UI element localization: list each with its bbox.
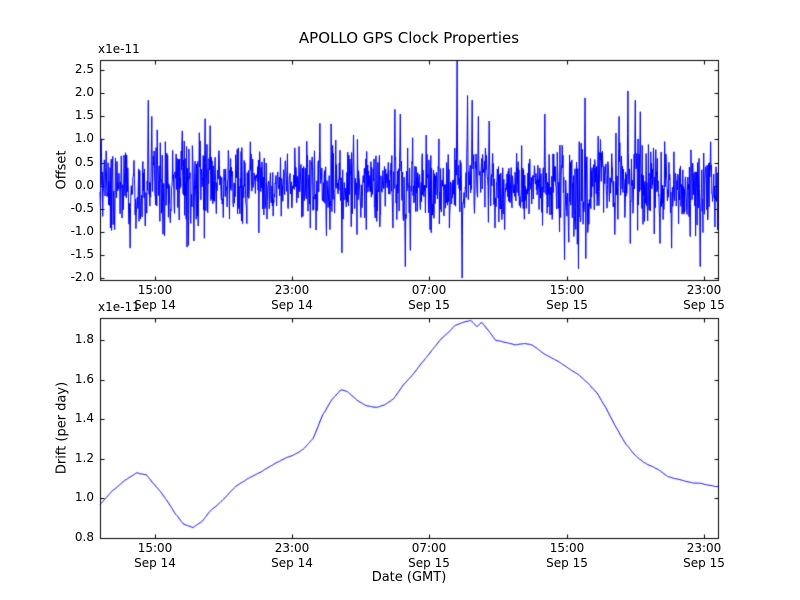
x-tick-label: 23:00 Sep 15 [683,541,725,570]
y-tick-label: 0.0 [74,178,94,192]
x-axis-label: Date (GMT) [371,570,447,585]
x-tick-label: 23:00 Sep 15 [683,283,725,312]
y-tick-label: 0.8 [74,530,94,544]
x-tick-label: 15:00 Sep 15 [546,541,588,570]
y-tick-label: 1.2 [74,451,94,465]
x-tick-label: 15:00 Sep 14 [134,283,176,312]
y-tick-label: 1.8 [74,332,94,346]
y-tick-label: 1.0 [74,131,94,145]
y-tick-label: 1.4 [74,411,94,425]
y-tick-label: -1.5 [70,247,94,261]
drift-scale-label: x1e-11 [98,300,140,314]
x-tick-label: 15:00 Sep 15 [546,283,588,312]
y-tick-label: -1.0 [70,224,94,238]
x-tick-label: 07:00 Sep 15 [408,283,450,312]
y-tick-label: -0.5 [70,201,94,215]
y-tick-label: 1.6 [74,372,94,386]
y-tick-label: 2.0 [74,85,94,99]
y-tick-label: 1.5 [74,108,94,122]
y-tick-label: 2.5 [74,62,94,76]
y-tick-label: 1.0 [74,490,94,504]
x-tick-label: 15:00 Sep 14 [134,541,176,570]
x-tick-label: 23:00 Sep 14 [271,541,313,570]
x-tick-label: 07:00 Sep 15 [408,541,450,570]
offset-scale-label: x1e-11 [98,42,140,56]
y-tick-label: -2.0 [70,270,94,284]
chart-title: APOLLO GPS Clock Properties [298,29,520,47]
x-tick-label: 23:00 Sep 14 [271,283,313,312]
y-tick-label: 0.5 [74,155,94,169]
